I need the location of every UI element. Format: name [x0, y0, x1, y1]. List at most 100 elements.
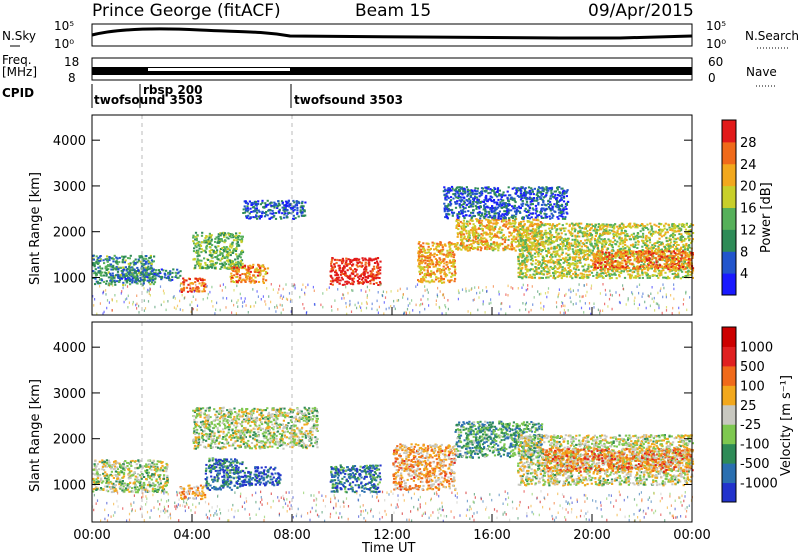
power-data-cell: [446, 252, 449, 255]
power-data-cell: [228, 234, 231, 237]
power-data-cell: [452, 256, 455, 259]
power-data-cell: [265, 270, 268, 273]
power-data-cell: [577, 268, 580, 271]
power-data-cell: [573, 238, 577, 241]
power-data-cell: [540, 234, 544, 237]
power-data-cell: [533, 244, 536, 247]
power-data-cell: [551, 227, 554, 230]
power-data-cell: [194, 264, 197, 267]
power-data-cell: [205, 239, 208, 242]
power-data-cell: [229, 265, 232, 267]
power-data-cell: [534, 229, 537, 232]
power-data-cell: [285, 203, 288, 206]
power-data-cell: [531, 231, 534, 234]
power-data-cell: [476, 236, 480, 239]
power-data-cell: [332, 266, 335, 269]
power-data-cell: [623, 268, 626, 271]
power-data-cell: [629, 244, 633, 247]
power-data-cell: [148, 279, 151, 282]
power-data-cell: [589, 249, 592, 252]
power-data-cell: [130, 278, 133, 281]
power-data-cell: [172, 268, 175, 271]
power-data-cell: [535, 267, 538, 270]
power-data-cell: [627, 273, 630, 276]
power-data-cell: [239, 277, 242, 280]
power-data-cell: [677, 275, 680, 278]
nsky-label: N.Sky: [2, 29, 36, 43]
power-data-cell: [560, 277, 563, 280]
power-data-cell: [590, 271, 594, 274]
power-data-cell: [547, 202, 550, 205]
power-data-cell: [521, 245, 524, 248]
power-data-cell: [334, 279, 337, 282]
power-data-cell: [296, 209, 299, 212]
power-data-cell: [685, 258, 688, 261]
power-data-cell: [519, 237, 522, 240]
power-data-cell: [549, 241, 552, 244]
power-data-cell: [444, 198, 447, 201]
power-data-cell: [673, 262, 676, 265]
power-data-cell: [559, 209, 562, 212]
power-data-cell: [582, 277, 585, 280]
power-data-cell: [430, 270, 433, 273]
power-data-cell: [332, 279, 335, 282]
power-data-cell: [553, 226, 557, 229]
power-data-cell: [578, 226, 581, 228]
power-data-cell: [365, 270, 368, 273]
power-data-cell: [629, 275, 632, 278]
power-data-cell: [225, 236, 228, 239]
power-data-cell: [185, 279, 188, 282]
power-data-cell: [488, 235, 491, 238]
power-data-cell: [462, 237, 465, 240]
power-data-cell: [665, 240, 668, 243]
power-data-cell: [479, 215, 482, 218]
power-data-cell: [357, 262, 360, 265]
power-data-cell: [369, 258, 372, 261]
power-data-cell: [357, 276, 360, 279]
power-data-cell: [140, 283, 143, 286]
power-data-cell: [166, 276, 169, 279]
power-data-cell: [580, 275, 583, 278]
power-data-cell: [472, 226, 475, 229]
power-data-cell: [468, 243, 471, 246]
power-data-cell: [592, 264, 595, 267]
power-data-cell: [366, 271, 369, 274]
power-data-cell: [631, 251, 634, 254]
power-data-cell: [492, 200, 495, 203]
power-data-cell: [443, 262, 446, 265]
power-data-cell: [114, 283, 117, 286]
power-data-cell: [583, 268, 586, 271]
power-data-cell: [568, 231, 571, 234]
power-data-cell: [677, 267, 680, 270]
power-data-cell: [294, 217, 297, 220]
power-data-cell: [251, 266, 254, 268]
power-data-cell: [677, 268, 680, 271]
power-data-cell: [212, 249, 215, 252]
power-data-cell: [375, 265, 379, 268]
power-data-cell: [542, 217, 545, 219]
power-data-cell: [296, 211, 299, 214]
power-data-cell: [655, 253, 658, 255]
power-data-cell: [350, 261, 353, 263]
power-data-cell: [294, 204, 297, 207]
power-data-cell: [204, 267, 207, 270]
power-data-cell: [292, 199, 295, 202]
power-data-cell: [551, 223, 555, 226]
power-data-cell: [627, 256, 630, 259]
power-data-cell: [603, 269, 606, 272]
power-data-cell: [141, 269, 144, 272]
power-data-cell: [536, 226, 539, 229]
power-data-cell: [105, 280, 108, 283]
power-data-cell: [610, 266, 613, 269]
power-data-cell: [147, 281, 151, 284]
power-data-cell: [620, 270, 623, 273]
power-data-cell: [343, 283, 346, 286]
power-data-cell: [492, 219, 495, 222]
power-data-cell: [562, 241, 565, 244]
power-data-cell: [659, 253, 662, 256]
power-data-cell: [659, 251, 663, 254]
power-data-cell: [632, 265, 636, 268]
power-data-cell: [505, 223, 508, 226]
power-data-cell: [552, 267, 555, 270]
power-data-cell: [508, 221, 512, 224]
